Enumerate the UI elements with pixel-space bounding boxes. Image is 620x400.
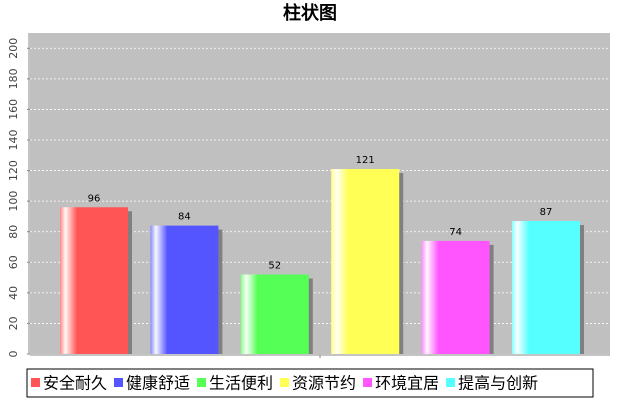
value-label: 84	[178, 212, 191, 223]
bar	[512, 221, 580, 354]
legend-swatch	[446, 378, 456, 387]
y-tick-label: 180	[7, 68, 20, 89]
bar	[150, 225, 219, 354]
y-tick-label: 20	[7, 316, 20, 330]
value-label: 52	[268, 261, 281, 272]
bar	[60, 207, 128, 354]
legend-label: 健康舒适	[126, 374, 190, 393]
y-tick-label: 200	[7, 38, 20, 59]
chart-title: 柱状图	[283, 2, 337, 24]
value-label: 96	[88, 193, 101, 204]
y-tick-label: 140	[7, 130, 20, 151]
legend-swatch	[31, 378, 40, 387]
y-tick-label: 120	[7, 160, 20, 181]
y-tick-label: 0	[7, 351, 20, 358]
legend-label: 安全耐久	[43, 374, 107, 393]
y-tick-label: 40	[7, 286, 20, 300]
legend-label: 提高与创新	[458, 374, 538, 393]
y-tick-label: 60	[7, 255, 20, 269]
bar	[240, 274, 309, 354]
legend-swatch	[363, 378, 373, 387]
value-label: 87	[540, 207, 553, 218]
value-label: 74	[449, 227, 462, 238]
value-label: 121	[356, 155, 375, 166]
y-tick-label: 100	[7, 191, 20, 212]
y-tick-label: 80	[7, 225, 20, 239]
legend-label: 环境宜居	[375, 374, 439, 393]
legend-label: 资源节约	[292, 374, 356, 393]
bar	[421, 240, 490, 354]
legend-label: 生活便利	[209, 374, 273, 393]
legend-swatch	[197, 378, 207, 387]
legend-swatch	[114, 378, 124, 387]
legend-swatch	[280, 378, 290, 387]
y-tick-label: 160	[7, 99, 20, 120]
bar	[331, 169, 400, 354]
